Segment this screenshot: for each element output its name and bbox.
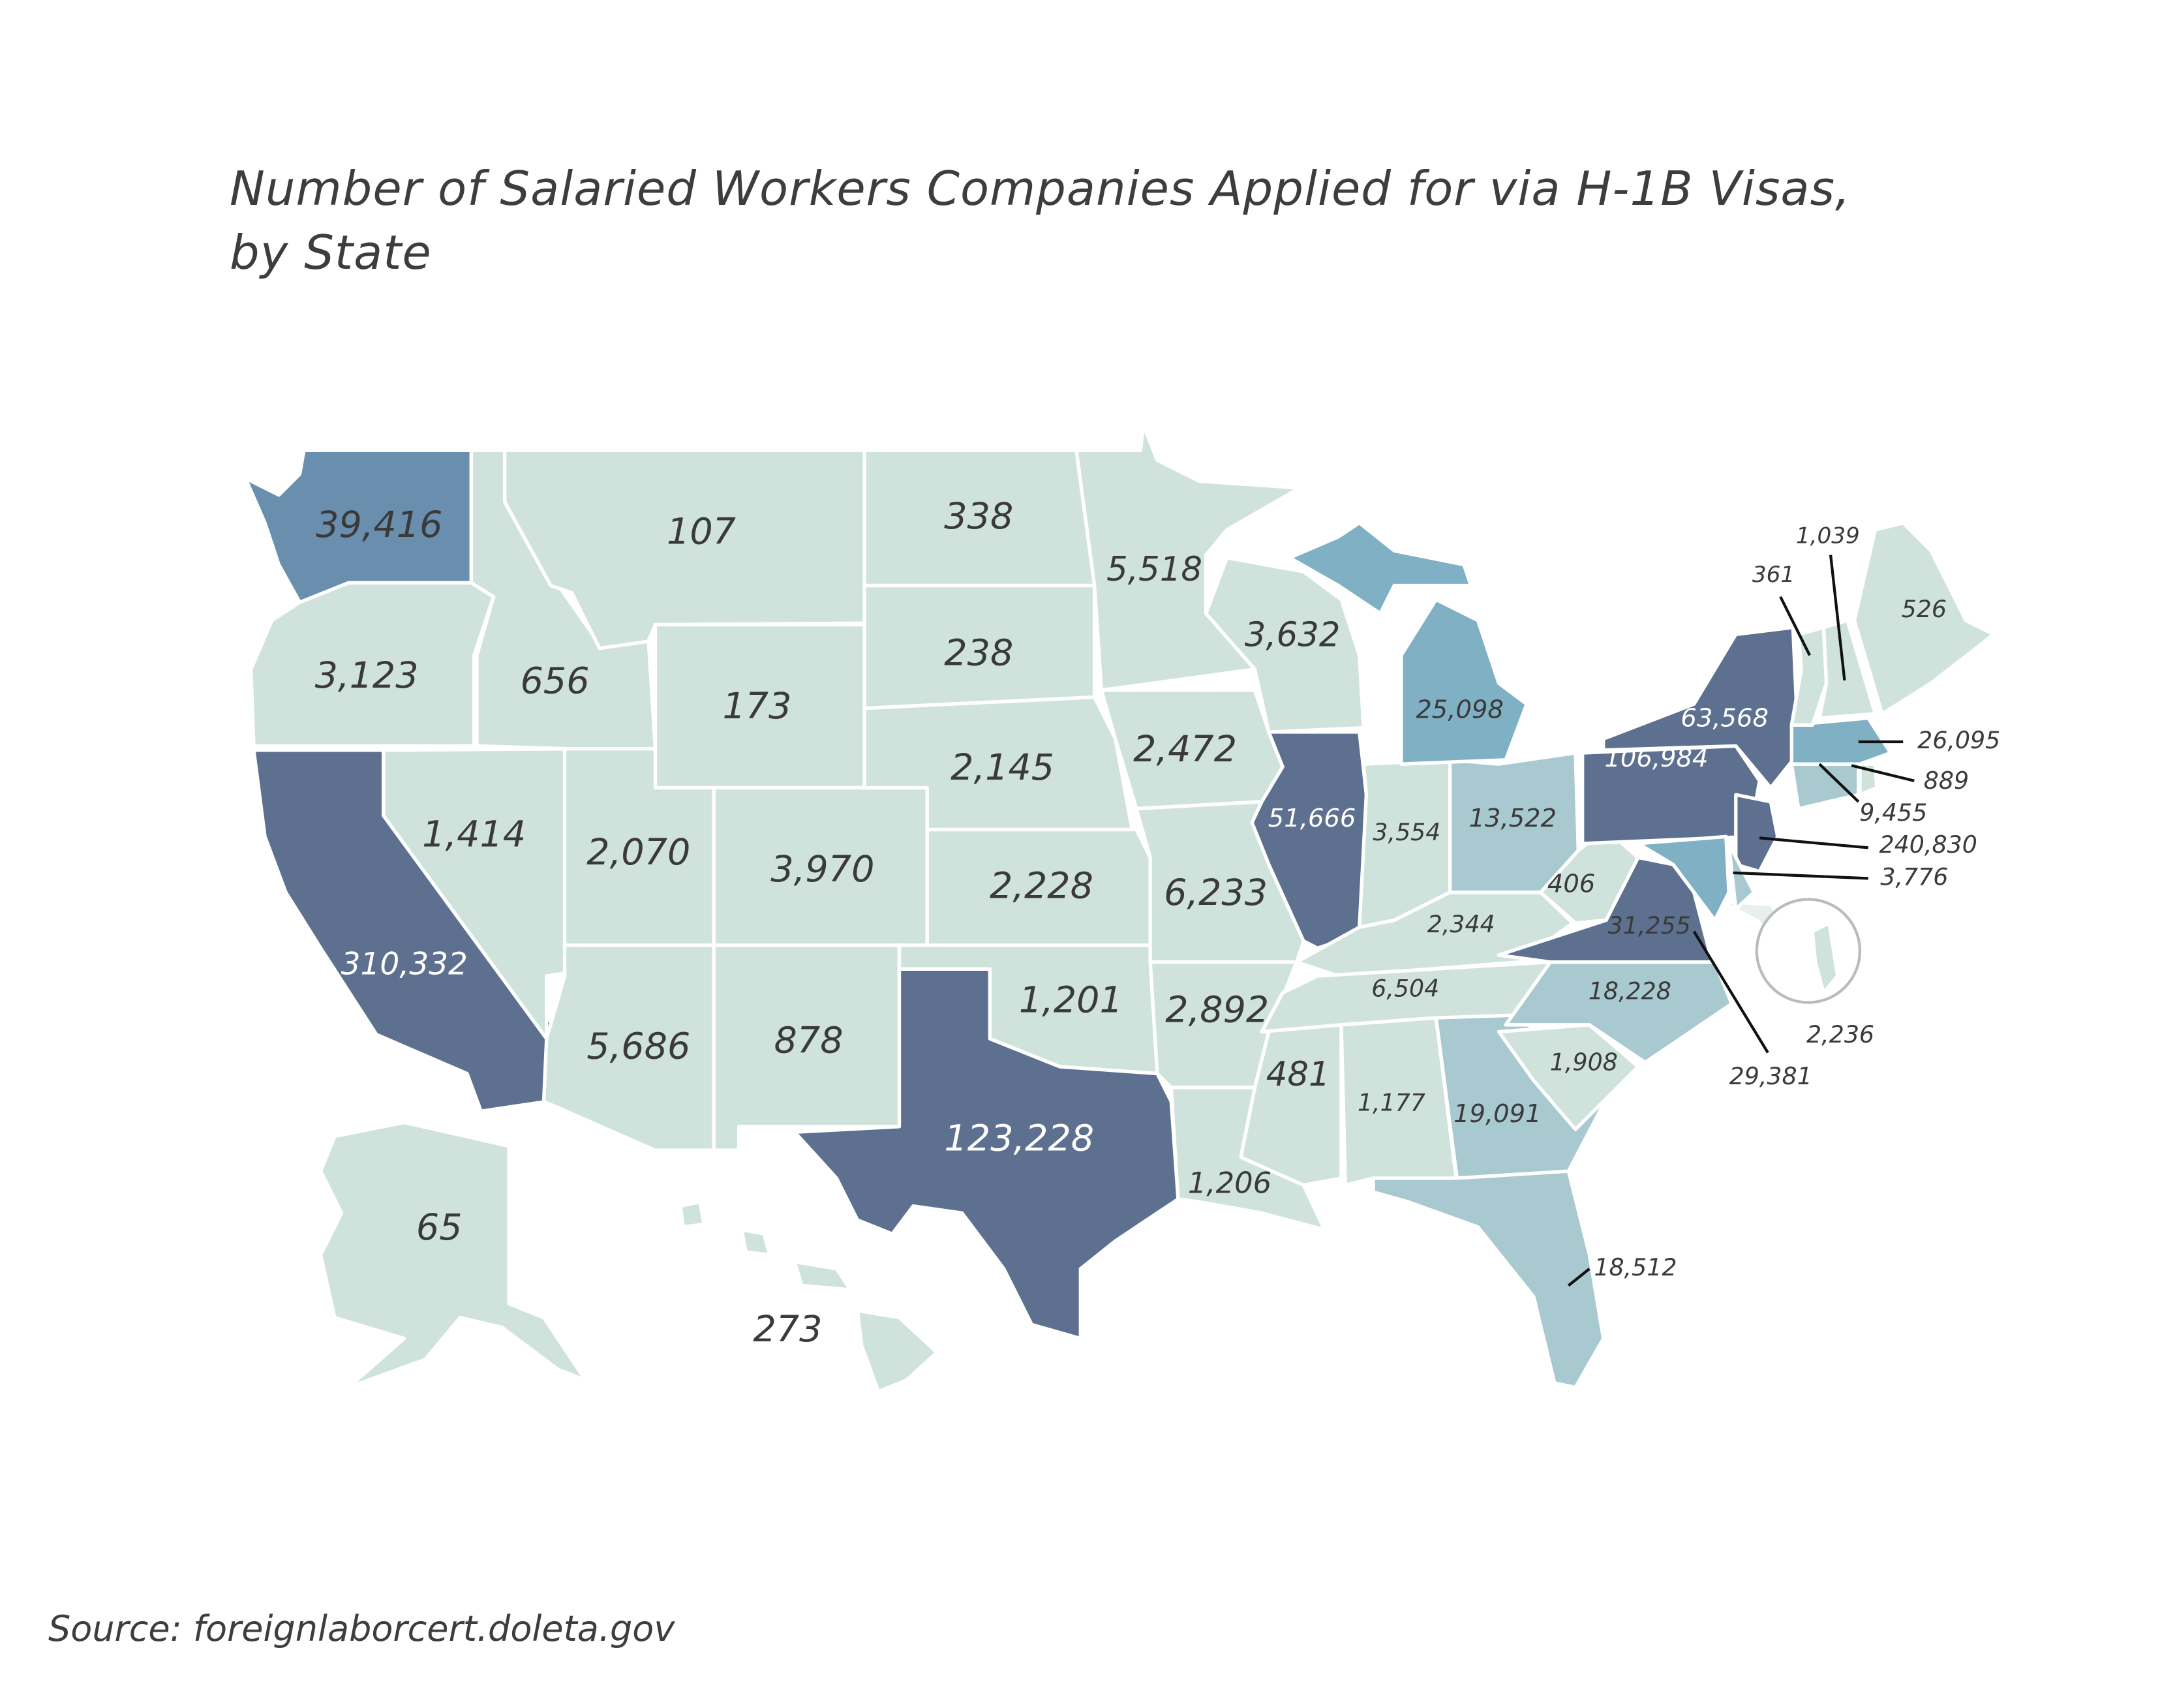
- leader-line: [1851, 764, 1915, 782]
- state-value-label: 65: [416, 1206, 463, 1249]
- state-value-label: 2,228: [990, 864, 1093, 907]
- state-value-label: 273: [753, 1308, 822, 1350]
- state-value-label: 310,332: [341, 947, 468, 983]
- state-value-label: 6,504: [1371, 974, 1439, 1002]
- state-value-label: 5,518: [1106, 550, 1202, 589]
- state-value-label: 1,201: [1019, 979, 1123, 1022]
- state-region: [678, 1200, 706, 1229]
- title: Number of Salaried Workers Companies App…: [230, 157, 1851, 284]
- leader-line: [1759, 836, 1868, 849]
- state-value-label: 2,472: [1133, 728, 1237, 770]
- state-region: [1734, 793, 1780, 874]
- state-region: [1789, 716, 1893, 766]
- state-value-label: 173: [722, 685, 791, 727]
- state-region: [1852, 521, 1996, 716]
- state-labels: 39,416 3,123 310,332 656 1,414 107 173 2,070 3,9…: [315, 495, 2001, 1350]
- state-value-label: 18,512: [1594, 1253, 1677, 1281]
- state-value-label: 238: [944, 632, 1013, 675]
- state-value-label: 1,206: [1188, 1166, 1271, 1200]
- state-value-label: 526: [1902, 595, 1947, 623]
- state-region: [1204, 556, 1365, 734]
- state-region: [1399, 598, 1529, 766]
- state-value-label: 39,416: [316, 504, 442, 546]
- state-value-label: 9,455: [1859, 799, 1927, 827]
- state-region: [1818, 618, 1878, 720]
- state-value-label: 1,908: [1550, 1048, 1618, 1076]
- state-shapes: [243, 423, 1996, 1394]
- state-value-label: 26,095: [1917, 726, 2000, 754]
- state-value-label: 1,414: [422, 813, 526, 855]
- state-value-label: 406: [1547, 870, 1595, 899]
- state-value-label: 51,666: [1268, 804, 1356, 833]
- state-value-label: 5,686: [586, 1025, 690, 1067]
- source-note: Source: foreignlaborcert.doleta.gov: [48, 1608, 675, 1649]
- state-value-label: 338: [944, 495, 1013, 538]
- state-value-label: 3,776: [1880, 862, 1948, 891]
- state-region: [855, 1309, 939, 1394]
- state-value-label: 25,098: [1416, 695, 1504, 724]
- leader-line: [1818, 763, 1860, 803]
- state-region: [249, 581, 496, 748]
- state-value-label: 878: [774, 1020, 844, 1062]
- state-value-label: 481: [1266, 1055, 1330, 1094]
- state-value-label: 107: [667, 511, 736, 553]
- state-value-label: 2,070: [586, 831, 690, 874]
- state-value-label: 361: [1752, 562, 1795, 588]
- state-value-label: 3,123: [315, 654, 419, 697]
- state-region: [1636, 834, 1731, 923]
- title-line: Number of Salaried Workers Companies App…: [230, 161, 1851, 216]
- leader-lines: [1567, 555, 1915, 1287]
- state-value-label: 2,236: [1806, 1020, 1874, 1048]
- state-value-label: 3,632: [1245, 616, 1341, 655]
- state-value-label: 29,381: [1729, 1062, 1812, 1090]
- state-value-label: 3,554: [1373, 818, 1440, 846]
- leader-line: [1733, 871, 1868, 880]
- state-value-label: 6,233: [1164, 872, 1268, 914]
- state-value-label: 63,568: [1681, 703, 1769, 733]
- state-value-label: 123,228: [944, 1117, 1094, 1159]
- leader-line: [1829, 555, 1846, 681]
- state-value-label: 2,344: [1427, 910, 1495, 938]
- state-value-label: 656: [521, 660, 590, 702]
- state-value-label: 1,177: [1358, 1089, 1425, 1117]
- state-value-label: 13,522: [1469, 804, 1557, 833]
- state-region: [793, 967, 1180, 1341]
- state-value-label: 18,228: [1589, 977, 1671, 1005]
- dc-inset-circle: [1755, 898, 1862, 1004]
- state-region: [1434, 1013, 1605, 1180]
- state-value-label: 889: [1924, 767, 1969, 795]
- leader-line: [1567, 1268, 1590, 1287]
- title-line: by State: [230, 225, 432, 280]
- state-region: [1288, 521, 1473, 616]
- state-value-label: 3,970: [770, 848, 874, 891]
- state-value-label: 31,255: [1608, 911, 1691, 939]
- state-region: [1810, 921, 1840, 995]
- state-region: [318, 1120, 588, 1390]
- state-region: [1371, 1169, 1605, 1390]
- state-value-label: 19,091: [1453, 1099, 1542, 1129]
- state-value-label: 240,830: [1879, 831, 1977, 859]
- state-value-label: 1,039: [1796, 523, 1860, 549]
- leader-line: [1692, 930, 1769, 1054]
- leader-line: [1779, 596, 1811, 656]
- state-value-label: 106,984: [1604, 744, 1708, 773]
- state-region: [1727, 842, 1756, 911]
- state-region: [793, 1260, 853, 1292]
- state-value-label: 2,892: [1165, 989, 1269, 1031]
- state-region: [740, 1228, 772, 1257]
- state-value-label: 2,145: [951, 746, 1054, 789]
